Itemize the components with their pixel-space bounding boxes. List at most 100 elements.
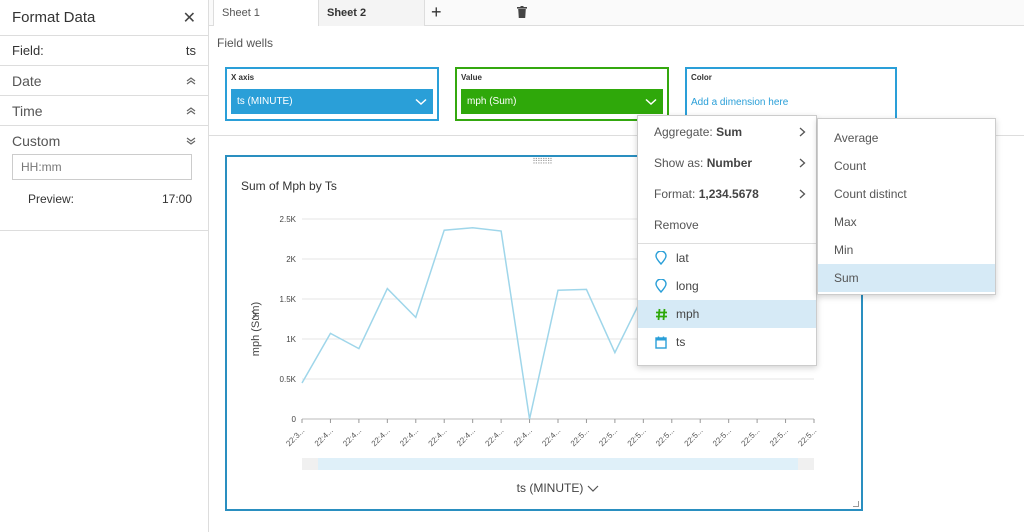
chevron-down-icon (415, 98, 427, 105)
submenu-item-max[interactable]: Max (818, 208, 995, 236)
x-axis-well-title: X axis (231, 73, 255, 82)
x-tick-label: 22:5... (711, 426, 733, 448)
submenu-max-label: Max (834, 215, 857, 229)
geo-pin-icon (654, 251, 668, 265)
x-tick-label: 22:5... (796, 426, 818, 448)
show-as-label: Show as: (654, 155, 704, 170)
format-panel-title: Format Data (12, 9, 96, 26)
format-preview: Preview: 17:00 (12, 192, 196, 206)
series-line (301, 227, 645, 420)
y-tick-label: 0 (292, 415, 297, 424)
x-tick-label: 22:5... (569, 426, 591, 448)
y-tick-label: 1.5K (280, 295, 297, 304)
menu-item-remove[interactable]: Remove (638, 209, 816, 240)
trash-icon[interactable] (517, 6, 527, 18)
x-axis-well: X axis ts (MINUTE) (225, 67, 439, 121)
y-tick-label: 1K (286, 335, 296, 344)
tab-sheet-1[interactable]: Sheet 1 (213, 0, 319, 26)
visual-title: Sum of Mph by Ts (241, 179, 337, 193)
x-tick-label: 22:4... (540, 426, 562, 448)
format-data-panel: Format Data ✕ Field: ts Date Time Custom… (0, 0, 209, 532)
field-wells-label: Field wells (217, 36, 274, 50)
submenu-item-count[interactable]: Count (818, 152, 995, 180)
field-wells-area: Field wells X axis ts (MINUTE) Value mph… (209, 26, 1024, 136)
y-tick-label: 0.5K (280, 375, 297, 384)
section-time-label: Time (12, 102, 43, 119)
x-tick-label: 22:4... (341, 426, 363, 448)
menu-field-long[interactable]: long (638, 272, 816, 300)
tab-sheet-1-label: Sheet 1 (222, 7, 260, 19)
x-tick-label: 22:4... (455, 426, 477, 448)
resize-handle-icon[interactable] (853, 501, 859, 507)
value-well: Value mph (Sum) (455, 67, 669, 121)
menu-field-lat[interactable]: lat (638, 244, 816, 272)
menu-divider (638, 243, 816, 244)
submenu-min-label: Min (834, 243, 854, 257)
chevron-right-icon (799, 189, 806, 198)
field-long-label: long (676, 279, 699, 293)
submenu-sum-label: Sum (834, 271, 859, 285)
y-tick-label: 2K (286, 255, 296, 264)
field-lat-label: lat (676, 251, 689, 265)
submenu-item-average[interactable]: Average (818, 124, 995, 152)
chevron-down-icon (251, 310, 257, 320)
value-field-pill[interactable]: mph (Sum) (461, 89, 663, 114)
submenu-item-min[interactable]: Min (818, 236, 995, 264)
submenu-item-sum[interactable]: Sum (818, 264, 995, 292)
preview-value: 17:00 (161, 192, 192, 206)
format-label: Format: (654, 186, 696, 201)
section-custom-label: Custom (12, 133, 61, 149)
x-axis-field-label: ts (MINUTE) (237, 96, 293, 107)
tab-sheet-2[interactable]: Sheet 2 (319, 0, 527, 26)
submenu-average-label: Average (834, 131, 879, 145)
chevron-double-up-icon (186, 106, 196, 114)
section-date[interactable]: Date (0, 66, 208, 96)
y-tick-label: 2.5K (280, 215, 297, 224)
preview-label: Preview: (28, 192, 75, 206)
drag-handle-icon[interactable]: ⠿⠿⠿⠿ (532, 157, 552, 166)
value-well-title: Value (461, 73, 482, 82)
field-row: Field: ts (0, 36, 208, 66)
x-tick-label: 22:5... (768, 426, 790, 448)
menu-item-show-as[interactable]: Show as: Number (638, 147, 816, 178)
aggregate-submenu: Average Count Count distinct Max Min Sum (817, 118, 996, 295)
x-axis-field-pill[interactable]: ts (MINUTE) (231, 89, 433, 114)
menu-field-mph[interactable]: mph (638, 300, 816, 328)
x-tick-label: 22:4... (512, 426, 534, 448)
x-tick-label: 22:4... (427, 426, 449, 448)
x-axis-label: ts (MINUTE) (517, 481, 584, 495)
x-tick-label: 22:4... (398, 426, 420, 448)
x-tick-label: 22:5... (654, 426, 676, 448)
field-ts-label: ts (676, 335, 686, 349)
section-custom: Custom Preview: 17:00 (0, 126, 208, 231)
x-tick-label: 22:4... (483, 426, 505, 448)
tab-sheet-2-label: Sheet 2 (327, 7, 367, 19)
add-sheet-icon[interactable]: + (431, 2, 442, 22)
section-time[interactable]: Time (0, 96, 208, 126)
add-dimension-link[interactable]: Add a dimension here (691, 97, 789, 108)
chevron-double-up-icon (186, 76, 196, 84)
menu-field-ts[interactable]: ts (638, 328, 816, 356)
x-tick-label: 22:5... (597, 426, 619, 448)
chevron-right-icon (799, 158, 806, 167)
menu-item-format[interactable]: Format: 1,234.5678 (638, 178, 816, 209)
menu-item-aggregate[interactable]: Aggregate: Sum (638, 116, 816, 147)
calendar-icon (654, 335, 668, 349)
x-tick-label: 22:4... (313, 426, 335, 448)
color-well-title: Color (691, 73, 712, 82)
geo-pin-icon (654, 279, 668, 293)
x-tick-label: 22:4... (370, 426, 392, 448)
color-well: Color Add a dimension here (685, 67, 897, 121)
show-as-value: Number (706, 155, 753, 170)
submenu-item-count-distinct[interactable]: Count distinct (818, 180, 995, 208)
custom-format-input[interactable] (12, 154, 192, 180)
section-custom-header[interactable]: Custom (12, 126, 196, 156)
chevron-down-icon (587, 485, 599, 492)
close-icon[interactable]: ✕ (182, 9, 196, 27)
remove-label: Remove (654, 217, 699, 232)
value-field-label: mph (Sum) (467, 96, 517, 107)
chevron-right-icon (799, 127, 806, 136)
aggregate-value: Sum (716, 124, 743, 139)
x-tick-label: 22:5... (626, 426, 648, 448)
